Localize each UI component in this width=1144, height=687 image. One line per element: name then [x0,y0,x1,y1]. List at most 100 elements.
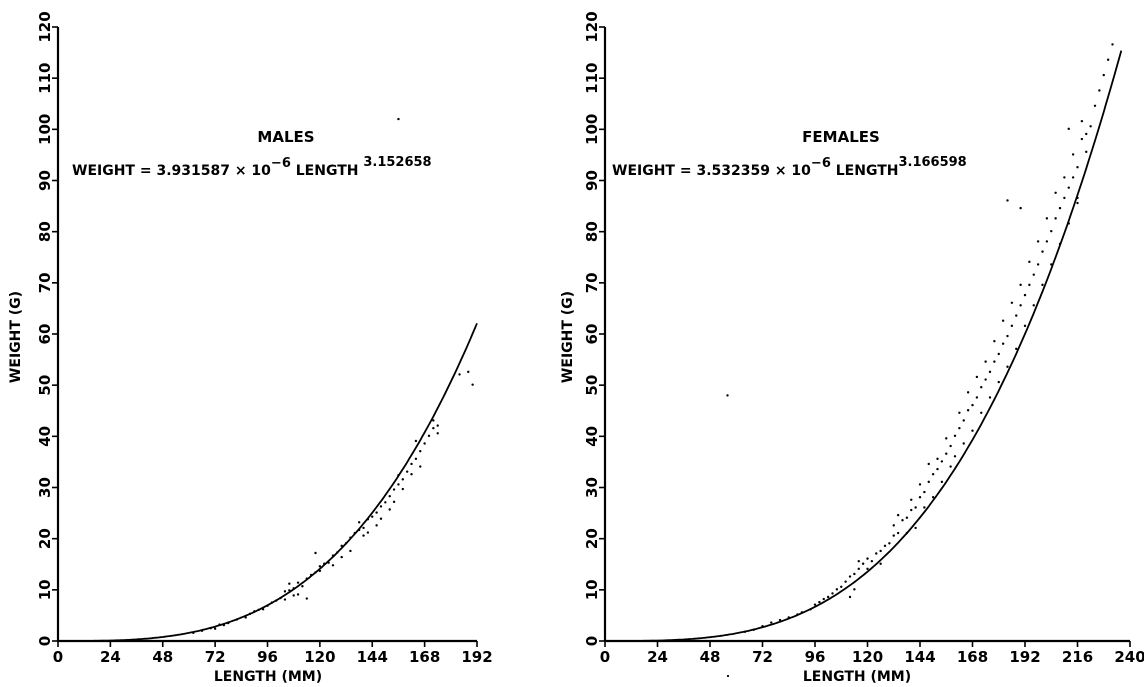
data-point [1001,319,1005,322]
data-point [1019,283,1022,287]
data-point [971,429,974,432]
data-point [375,524,378,527]
data-point [292,587,295,590]
x-tick-label: 168 [957,648,988,666]
data-point [257,608,260,611]
equation-lhs: WEIGHT = 3.931587 × 10 [72,163,271,179]
y-tick-label: 120 [583,11,601,42]
data-point [213,627,217,630]
x-tick-label: 144 [904,648,935,666]
y-axis-title: WEIGHT (G) [8,291,24,383]
data-point [397,474,400,477]
data-point [1106,58,1110,61]
data-point [879,549,882,553]
data-point [761,624,764,628]
data-point [419,449,422,453]
data-point [1006,199,1009,202]
data-point [305,597,308,600]
data-point [1041,283,1044,287]
data-point [200,629,204,632]
data-point [966,409,970,412]
data-point [261,608,265,611]
data-point [331,554,335,557]
y-tick-label: 80 [36,221,54,242]
y-tick-label: 50 [36,375,54,396]
data-point [1045,240,1049,243]
data-point [327,561,330,564]
data-point [936,457,939,461]
data-point [962,419,965,422]
x-tick-label: 96 [805,648,826,666]
data-point [467,370,470,374]
data-point [1076,196,1079,200]
x-tick-label: 48 [700,648,721,666]
data-point [1067,186,1070,189]
data-point [1080,137,1084,141]
data-point [1067,222,1070,225]
data-point [966,391,970,394]
data-point [362,526,365,530]
data-point [388,508,391,511]
data-point [371,515,374,518]
data-point [896,513,900,517]
data-point [1063,196,1066,200]
data-point [384,501,387,504]
data-point [436,424,439,427]
females-panel: WEIGHT (G) LENGTH (MM) FEMALES WEIGHT = … [560,11,1144,685]
equation-mid: LENGTH [831,163,899,179]
data-point [910,498,913,501]
data-point [975,375,979,379]
data-point [848,595,852,599]
panel-title: FEMALES [802,128,880,146]
data-point [340,555,343,559]
data-point [1041,250,1044,253]
data-point [392,500,396,504]
data-point [988,370,992,374]
data-point [770,621,773,624]
data-point [984,378,987,381]
data-point [1050,229,1053,233]
data-point [301,585,304,588]
data-point [809,608,812,611]
data-point [397,117,400,121]
data-point [918,483,922,486]
data-point [340,544,343,548]
data-point [945,452,948,455]
y-tick-label: 90 [583,170,601,191]
data-point [840,585,843,588]
equation-exponent-1: −6 [271,156,291,171]
x-tick-label: 192 [461,648,492,666]
equation: WEIGHT = 3.931587 × 10−6 LENGTH 3.152658 [72,155,432,179]
y-tick-label: 30 [36,477,54,498]
y-axis-title: WEIGHT (G) [560,291,576,383]
data-point [1080,119,1084,123]
data-point [931,472,935,476]
data-point [357,521,361,524]
data-point [318,569,322,573]
data-point [1063,176,1066,179]
data-point [853,588,856,591]
data-point [901,519,904,522]
data-point [1028,260,1031,264]
equation-exponent-2: 3.152658 [363,155,431,170]
data-point [1028,283,1031,287]
data-point [778,618,782,622]
data-point [997,352,1000,356]
data-point [419,465,422,468]
y-tick-label: 60 [36,324,54,345]
y-tick-label: 90 [36,170,54,191]
x-tick-label: 24 [647,648,668,666]
data-point [414,439,418,443]
panel-title: MALES [257,128,314,146]
y-tick-label: 20 [36,528,54,549]
data-point [726,394,729,397]
x-tick-label: 120 [304,648,335,666]
data-point [892,524,895,527]
data-point [1050,263,1053,266]
data-point [1036,240,1040,243]
data-point [248,612,252,616]
data-point [896,531,900,535]
data-point [222,623,226,627]
equation: WEIGHT = 3.532359 × 10−6 LENGTH3.166598 [612,155,967,179]
data-point [931,496,935,499]
